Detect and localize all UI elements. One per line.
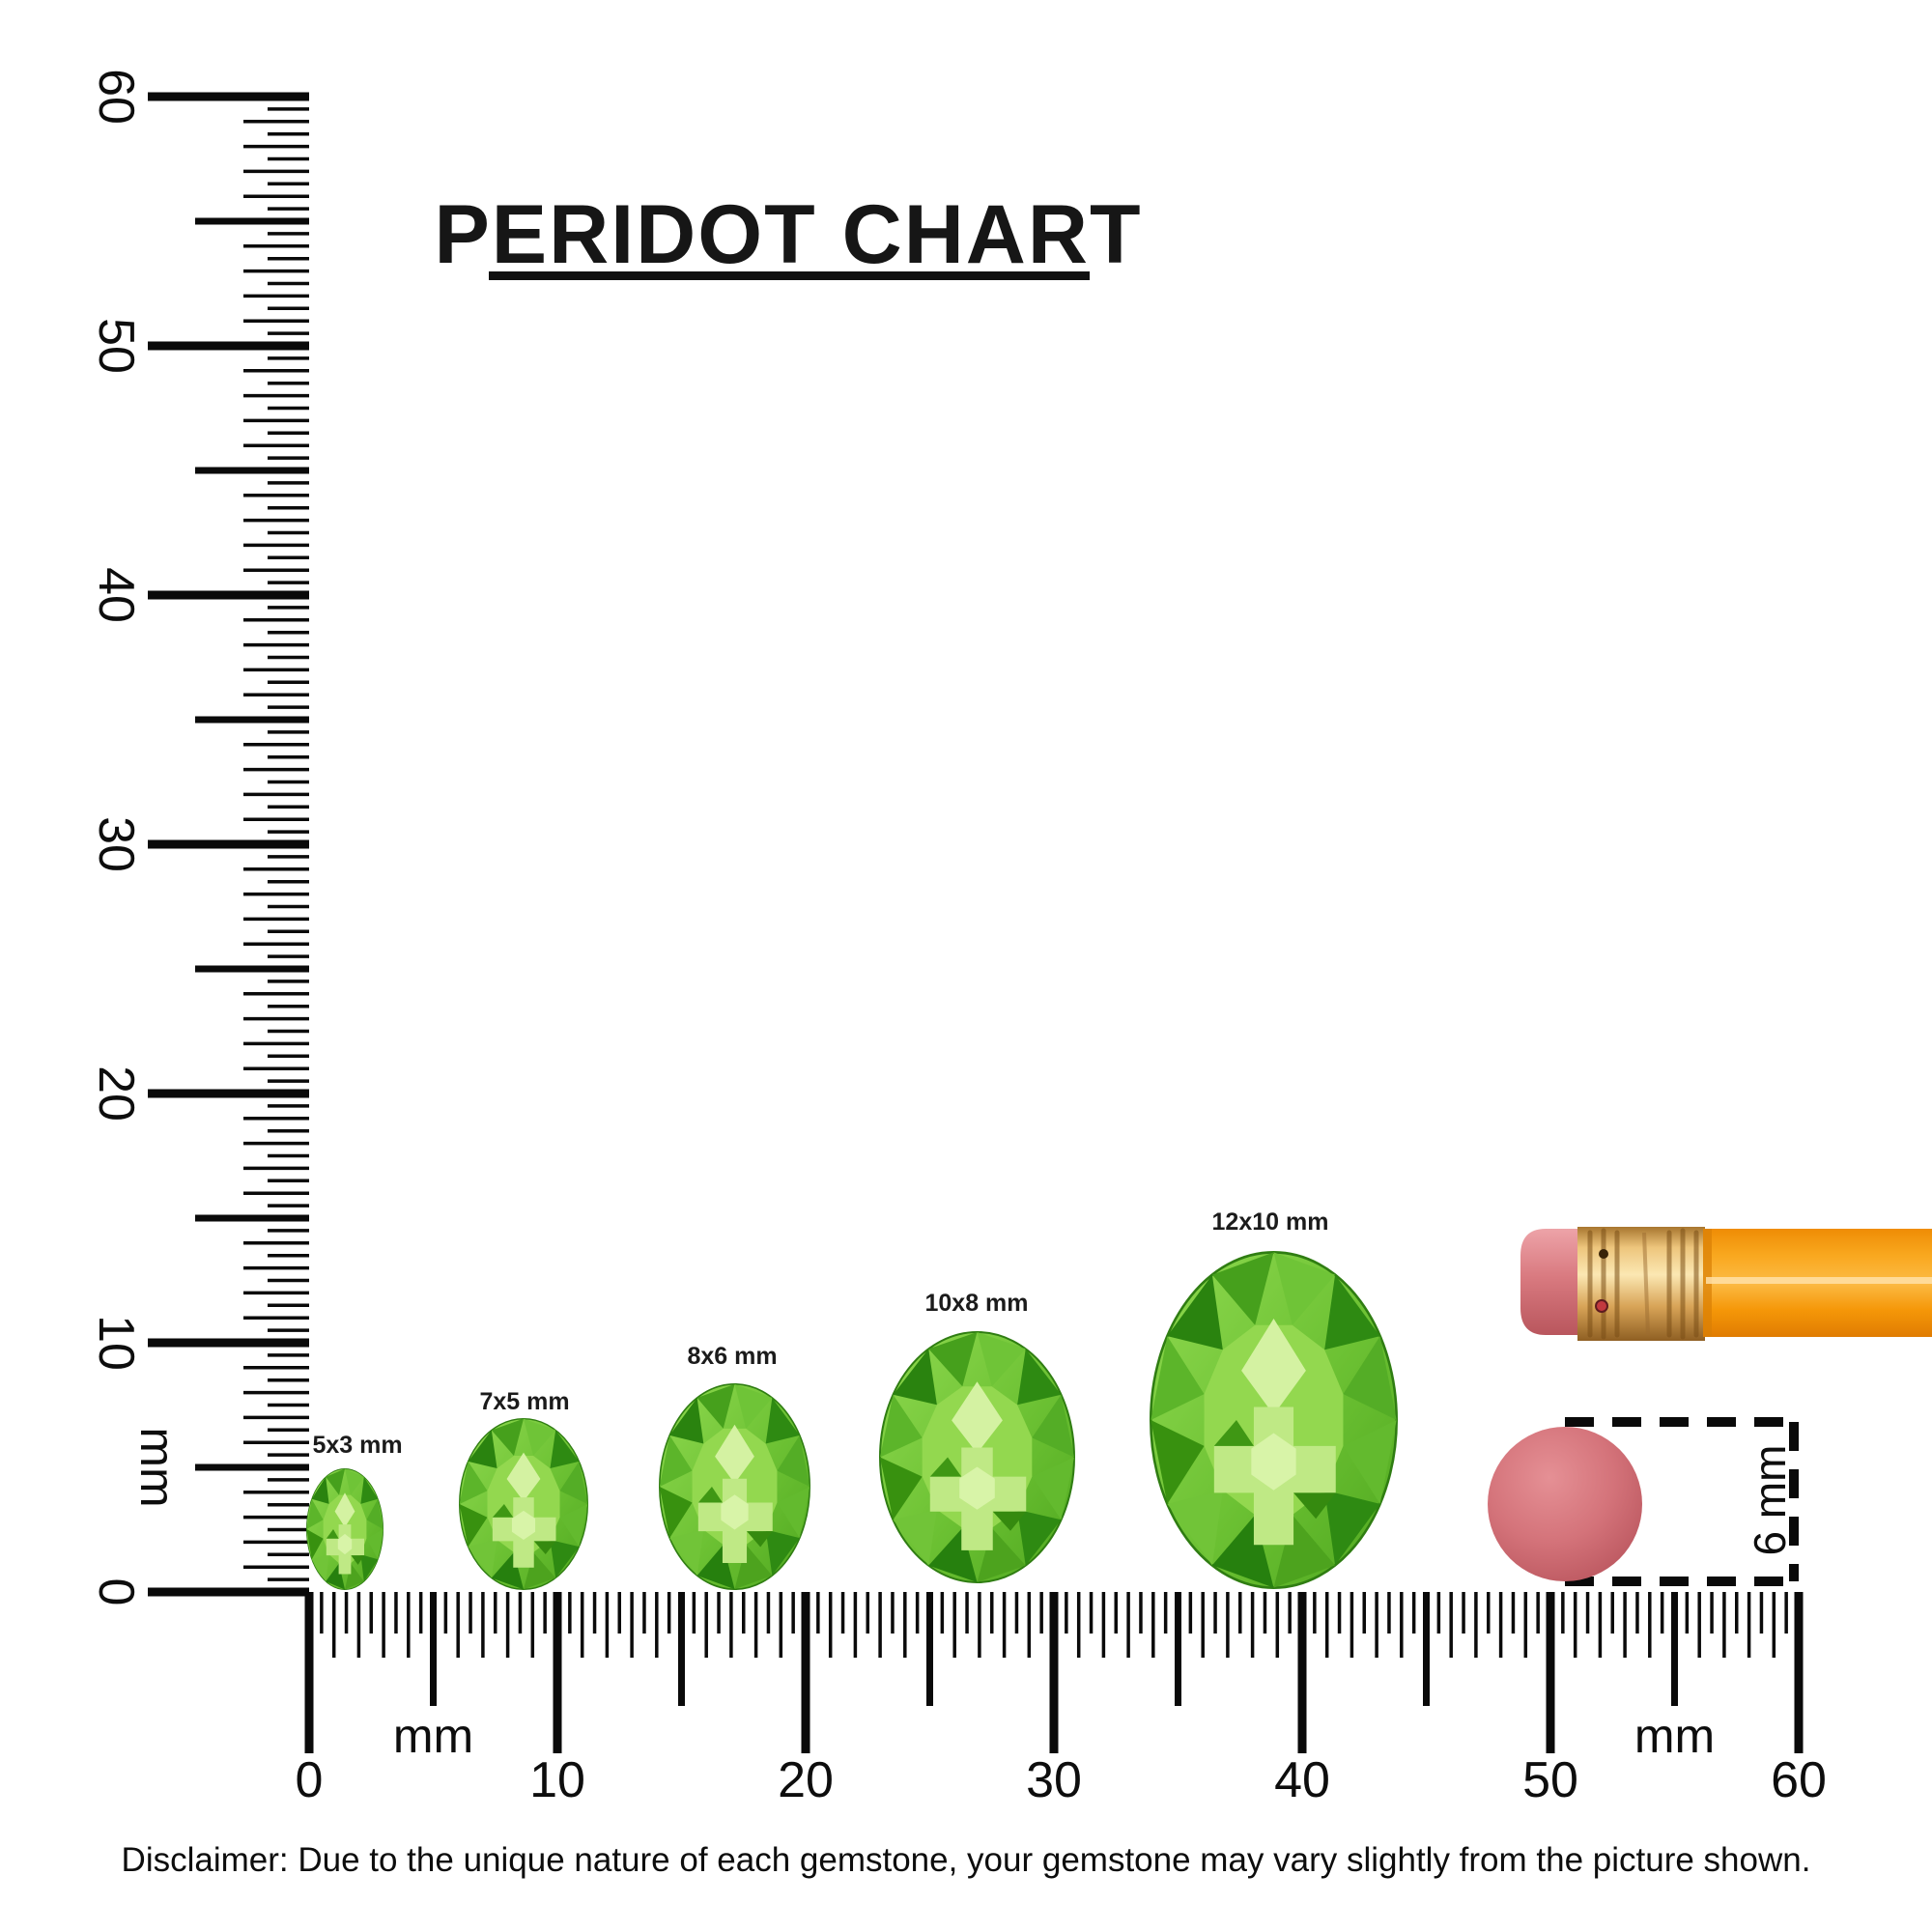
vertical-ruler-number: 0 [88, 1578, 144, 1606]
horizontal-ruler-number: 20 [778, 1752, 834, 1808]
gem-image [1150, 1251, 1398, 1589]
gem-image [459, 1418, 588, 1590]
horizontal-ruler-unit: mm [1634, 1709, 1715, 1763]
vertical-ruler-number: 50 [88, 318, 144, 374]
gem-size-label: 8x6 mm [687, 1343, 778, 1370]
vertical-ruler-unit: mm [130, 1427, 185, 1507]
vertical-ruler-number: 20 [88, 1065, 144, 1122]
pencil-ferrule [1577, 1227, 1705, 1341]
gem-image [306, 1468, 384, 1590]
vertical-ruler-number: 40 [88, 567, 144, 623]
horizontal-ruler-number: 30 [1026, 1752, 1082, 1808]
eraser-measurement-group: 6 mm [1488, 1417, 1799, 1586]
gem-size-label: 12x10 mm [1211, 1208, 1329, 1236]
gem-7x5 [459, 1418, 588, 1590]
gem-5x3 [306, 1468, 384, 1590]
vertical-ruler-number: 60 [88, 69, 144, 125]
horizontal-ruler-number: 10 [529, 1752, 585, 1808]
pencil-eraser [1520, 1229, 1580, 1335]
vertical-ruler-number: 30 [88, 816, 144, 872]
ferrule-crimp-rings [1587, 1228, 1699, 1340]
title-underline [489, 271, 1090, 280]
gem-image [659, 1383, 810, 1590]
vertical-ruler-number: 10 [88, 1315, 144, 1371]
eraser-diameter-label: 6 mm [1745, 1445, 1795, 1556]
gem-12x10 [1150, 1251, 1398, 1589]
pencil-highlight-stripe [1706, 1277, 1932, 1284]
gem-8x6 [659, 1383, 810, 1590]
horizontal-ruler-number: 0 [296, 1752, 324, 1808]
gem-10x8 [879, 1331, 1075, 1583]
horizontal-ruler-number: 40 [1274, 1752, 1330, 1808]
ferrule-rivet-top [1599, 1249, 1608, 1259]
horizontal-ruler-number: 60 [1771, 1752, 1827, 1808]
gem-size-label: 10x8 mm [924, 1290, 1029, 1317]
horizontal-ruler-number: 50 [1522, 1752, 1578, 1808]
ferrule-rivet-bottom [1595, 1299, 1608, 1313]
gem-image [879, 1331, 1075, 1583]
horizontal-ruler-unit: mm [393, 1709, 473, 1763]
gem-size-label: 7x5 mm [479, 1388, 570, 1415]
gem-size-label: 5x3 mm [312, 1432, 403, 1459]
measurement-dashed-lines [1565, 1417, 1799, 1586]
page-title: PERIDOT CHART [434, 188, 1143, 281]
disclaimer-text: Disclaimer: Due to the unique nature of … [121, 1841, 1811, 1879]
ferrule-seam [1642, 1232, 1650, 1336]
pencil [1520, 1227, 1932, 1341]
eraser-disc [1488, 1427, 1642, 1581]
